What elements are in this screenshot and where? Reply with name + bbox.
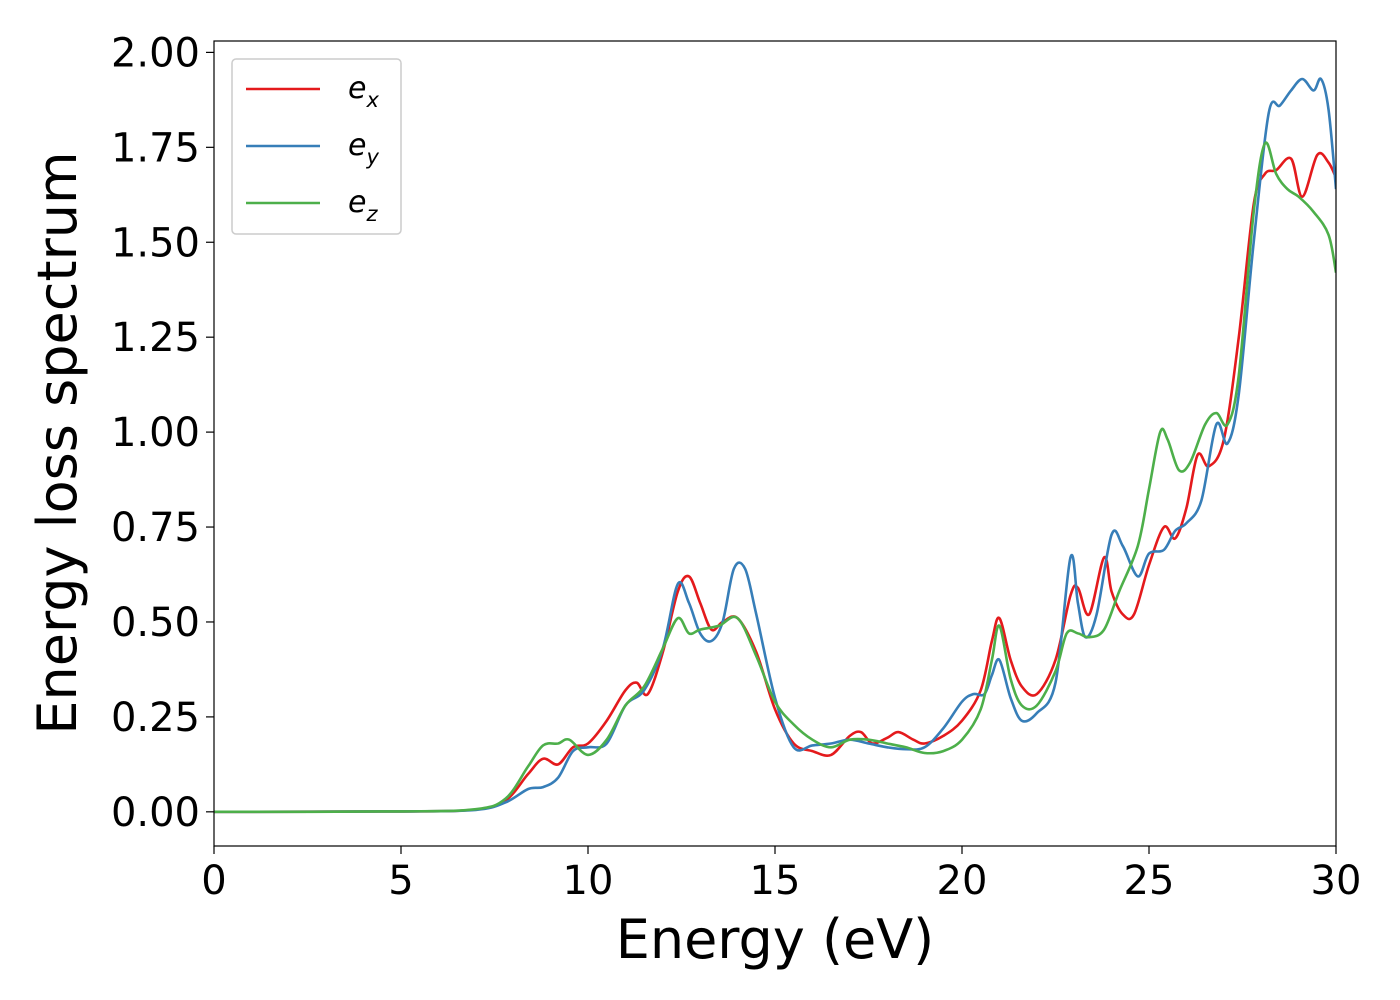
y-tick-label: 0.50 xyxy=(111,600,200,646)
x-tick-label: 30 xyxy=(1311,858,1362,904)
legend-label: ex xyxy=(348,71,379,112)
legend-label: ey xyxy=(348,128,379,169)
x-tick-label: 20 xyxy=(937,858,988,904)
x-axis-title: Energy (eV) xyxy=(616,908,935,971)
y-tick-label: 2.00 xyxy=(111,30,200,76)
series-line-ez xyxy=(214,141,1336,814)
x-tick-label: 10 xyxy=(563,858,614,904)
x-tick-label: 25 xyxy=(1124,858,1175,904)
legend-label-main: e xyxy=(348,128,366,163)
legend-label-subscript: x xyxy=(365,88,379,112)
legend-label-main: e xyxy=(348,71,366,106)
legend-label-subscript: z xyxy=(365,202,378,226)
y-tick-label: 1.75 xyxy=(111,125,200,171)
legend-label: ez xyxy=(348,185,378,226)
series-layer xyxy=(214,77,1336,814)
legend-label-subscript: y xyxy=(365,145,379,169)
x-tick-label: 15 xyxy=(750,858,801,904)
x-axis: 0 5 10 15 20 25 30 xyxy=(201,846,1361,904)
x-tick-label: 0 xyxy=(201,858,226,904)
legend-label-main: e xyxy=(348,185,366,220)
y-tick-label: 1.50 xyxy=(111,220,200,266)
x-tick-label: 5 xyxy=(388,858,413,904)
y-tick-label: 1.00 xyxy=(111,410,200,456)
y-tick-label: 0.25 xyxy=(111,695,200,741)
y-axis: 0.00 0.25 0.50 0.75 1.00 1.25 1.50 1.75 2.00 xyxy=(111,30,214,836)
y-tick-label: 0.75 xyxy=(111,505,200,551)
y-tick-label: 0.00 xyxy=(111,790,200,836)
y-axis-title: Energy loss spectrum xyxy=(26,151,89,734)
y-tick-label: 1.25 xyxy=(111,315,200,361)
